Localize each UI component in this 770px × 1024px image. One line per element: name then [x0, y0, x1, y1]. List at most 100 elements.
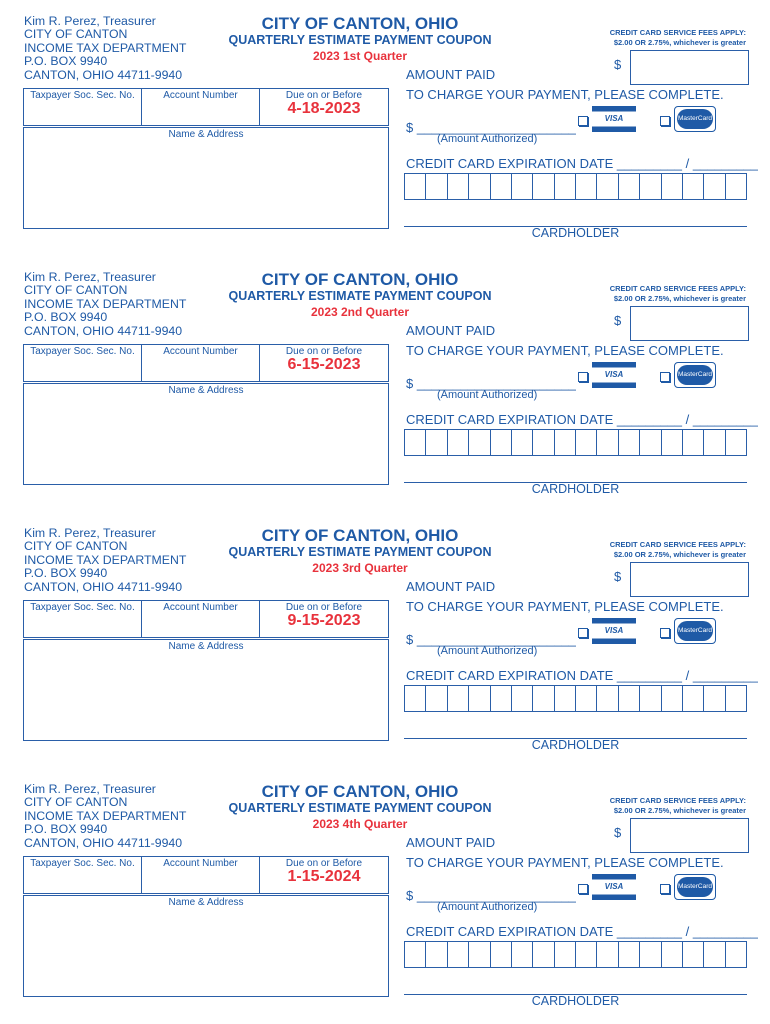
name-address-field[interactable]: Name & Address: [23, 895, 389, 997]
card-digit-box[interactable]: [448, 686, 470, 711]
name-address-field[interactable]: Name & Address: [23, 383, 389, 485]
visa-checkbox[interactable]: [578, 372, 588, 382]
card-digit-box[interactable]: [619, 174, 641, 199]
mastercard-checkbox[interactable]: [660, 116, 670, 126]
card-digit-box[interactable]: [597, 686, 619, 711]
card-digit-box[interactable]: [597, 942, 619, 967]
expiration-date-field[interactable]: CREDIT CARD EXPIRATION DATE _________ / …: [406, 412, 758, 427]
card-digit-box[interactable]: [469, 942, 491, 967]
card-digit-box[interactable]: [576, 174, 598, 199]
card-digit-box[interactable]: [662, 686, 683, 711]
card-digit-box[interactable]: [640, 174, 662, 199]
card-digit-box[interactable]: [662, 174, 683, 199]
amount-authorized-field[interactable]: $ ______________________: [406, 888, 576, 903]
card-digit-box[interactable]: [555, 686, 576, 711]
card-digit-box[interactable]: [640, 686, 662, 711]
card-digit-box[interactable]: [491, 430, 512, 455]
card-digit-box[interactable]: [469, 686, 491, 711]
card-number-boxes[interactable]: [404, 685, 747, 712]
card-digit-box[interactable]: [426, 430, 448, 455]
card-digit-box[interactable]: [426, 942, 448, 967]
amount-paid-field[interactable]: [630, 306, 749, 341]
card-digit-box[interactable]: [683, 686, 705, 711]
card-digit-box[interactable]: [726, 174, 746, 199]
visa-checkbox[interactable]: [578, 116, 588, 126]
card-digit-box[interactable]: [683, 430, 705, 455]
card-digit-box[interactable]: [683, 174, 705, 199]
account-number-field[interactable]: Account Number: [142, 89, 260, 125]
amount-authorized-field[interactable]: $ ______________________: [406, 376, 576, 391]
expiration-date-field[interactable]: CREDIT CARD EXPIRATION DATE _________ / …: [406, 924, 758, 939]
card-digit-box[interactable]: [512, 174, 534, 199]
card-digit-box[interactable]: [662, 942, 683, 967]
card-digit-box[interactable]: [576, 942, 598, 967]
card-digit-box[interactable]: [469, 174, 491, 199]
card-digit-box[interactable]: [662, 430, 683, 455]
card-digit-box[interactable]: [405, 174, 427, 199]
cardholder-signature-line[interactable]: [404, 738, 747, 739]
card-digit-box[interactable]: [619, 430, 641, 455]
card-digit-box[interactable]: [533, 174, 555, 199]
card-digit-box[interactable]: [597, 430, 619, 455]
visa-checkbox[interactable]: [578, 884, 588, 894]
card-digit-box[interactable]: [555, 430, 576, 455]
card-digit-box[interactable]: [597, 174, 619, 199]
cardholder-signature-line[interactable]: [404, 482, 747, 483]
card-digit-box[interactable]: [726, 942, 746, 967]
amount-authorized-field[interactable]: $ ______________________: [406, 632, 576, 647]
mastercard-checkbox[interactable]: [660, 372, 670, 382]
card-digit-box[interactable]: [512, 686, 534, 711]
card-digit-box[interactable]: [426, 686, 448, 711]
card-digit-box[interactable]: [491, 686, 512, 711]
cardholder-signature-line[interactable]: [404, 994, 747, 995]
visa-checkbox[interactable]: [578, 628, 588, 638]
card-digit-box[interactable]: [405, 942, 427, 967]
card-digit-box[interactable]: [726, 430, 746, 455]
card-digit-box[interactable]: [704, 942, 726, 967]
ssn-field[interactable]: Taxpayer Soc. Sec. No.: [24, 89, 142, 125]
mastercard-checkbox[interactable]: [660, 884, 670, 894]
card-number-boxes[interactable]: [404, 429, 747, 456]
card-digit-box[interactable]: [448, 430, 470, 455]
card-digit-box[interactable]: [619, 686, 641, 711]
amount-paid-field[interactable]: [630, 818, 749, 853]
card-digit-box[interactable]: [704, 686, 726, 711]
account-number-field[interactable]: Account Number: [142, 857, 260, 893]
ssn-field[interactable]: Taxpayer Soc. Sec. No.: [24, 345, 142, 381]
card-digit-box[interactable]: [619, 942, 641, 967]
card-digit-box[interactable]: [555, 174, 576, 199]
card-digit-box[interactable]: [704, 430, 726, 455]
card-digit-box[interactable]: [469, 430, 491, 455]
card-digit-box[interactable]: [555, 942, 576, 967]
card-digit-box[interactable]: [533, 942, 555, 967]
card-digit-box[interactable]: [640, 430, 662, 455]
ssn-field[interactable]: Taxpayer Soc. Sec. No.: [24, 601, 142, 637]
card-digit-box[interactable]: [405, 686, 427, 711]
account-number-field[interactable]: Account Number: [142, 345, 260, 381]
mastercard-checkbox[interactable]: [660, 628, 670, 638]
amount-authorized-field[interactable]: $ ______________________: [406, 120, 576, 135]
card-digit-box[interactable]: [491, 942, 512, 967]
card-number-boxes[interactable]: [404, 941, 747, 968]
expiration-date-field[interactable]: CREDIT CARD EXPIRATION DATE _________ / …: [406, 156, 758, 171]
card-digit-box[interactable]: [704, 174, 726, 199]
amount-paid-field[interactable]: [630, 50, 749, 85]
card-number-boxes[interactable]: [404, 173, 747, 200]
card-digit-box[interactable]: [426, 174, 448, 199]
expiration-date-field[interactable]: CREDIT CARD EXPIRATION DATE _________ / …: [406, 668, 758, 683]
name-address-field[interactable]: Name & Address: [23, 639, 389, 741]
card-digit-box[interactable]: [533, 430, 555, 455]
card-digit-box[interactable]: [405, 430, 427, 455]
card-digit-box[interactable]: [683, 942, 705, 967]
cardholder-signature-line[interactable]: [404, 226, 747, 227]
card-digit-box[interactable]: [448, 174, 470, 199]
card-digit-box[interactable]: [576, 686, 598, 711]
card-digit-box[interactable]: [512, 430, 534, 455]
card-digit-box[interactable]: [576, 430, 598, 455]
card-digit-box[interactable]: [726, 686, 746, 711]
ssn-field[interactable]: Taxpayer Soc. Sec. No.: [24, 857, 142, 893]
card-digit-box[interactable]: [491, 174, 512, 199]
name-address-field[interactable]: Name & Address: [23, 127, 389, 229]
account-number-field[interactable]: Account Number: [142, 601, 260, 637]
amount-paid-field[interactable]: [630, 562, 749, 597]
